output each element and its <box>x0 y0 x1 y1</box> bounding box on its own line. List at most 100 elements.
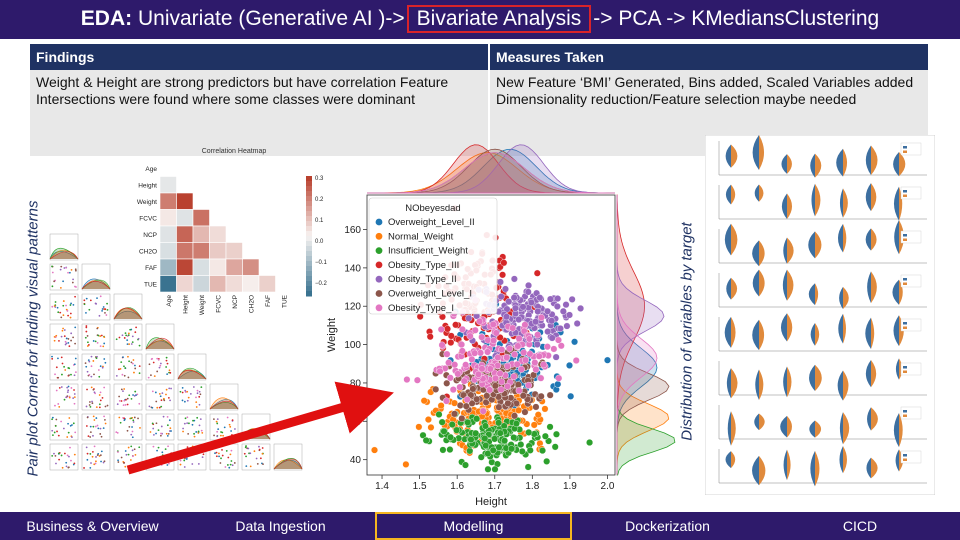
scatter-point <box>496 278 504 286</box>
scatter-point <box>515 316 523 324</box>
colorbar-segment <box>306 256 312 262</box>
nav-modelling[interactable]: Modelling <box>375 512 572 540</box>
pairplot-point <box>166 464 169 466</box>
pairplot-point <box>119 421 122 424</box>
violin-left <box>865 145 871 176</box>
pairplot-point <box>130 417 133 420</box>
pairplot-point <box>149 431 152 433</box>
pairplot-point <box>137 337 140 340</box>
pairplot-point <box>85 330 88 333</box>
pairplot-point <box>67 385 70 388</box>
violin-right <box>731 184 736 205</box>
scatter-point <box>437 402 445 410</box>
pairplot-point <box>127 376 130 379</box>
pairplot-point <box>58 458 61 461</box>
violin-left <box>895 449 899 472</box>
pairplot-point <box>104 422 107 425</box>
pairplot-point <box>104 418 106 421</box>
violin-left <box>752 240 759 267</box>
heatmap-cell <box>209 225 227 243</box>
nav-cicd[interactable]: CICD <box>842 518 878 534</box>
scatter-point <box>553 302 561 310</box>
pairplot-point <box>65 396 68 399</box>
pairplot-point <box>123 462 125 464</box>
pairplot-point <box>97 369 100 371</box>
pairplot-cell <box>49 383 79 411</box>
pairplot-point <box>165 366 168 368</box>
colorbar-segment <box>306 276 312 282</box>
violin-row <box>718 269 927 310</box>
scatter-point <box>456 401 464 409</box>
violin-left <box>725 451 731 469</box>
pairplot-point <box>118 368 120 371</box>
pairplot-point <box>131 426 133 428</box>
scatter-point <box>478 365 486 373</box>
scatter-point <box>448 421 456 429</box>
heatmap-cell <box>209 275 227 293</box>
pairplot-point <box>245 445 247 447</box>
pairplot-cell <box>81 293 111 321</box>
violin-right <box>731 451 736 469</box>
legend-marker <box>375 218 383 226</box>
pairplot-point <box>120 400 123 402</box>
pairplot-point <box>102 461 105 464</box>
pairplot-point <box>65 304 67 307</box>
pairplot-point <box>51 265 53 268</box>
pairplot-point <box>156 406 159 409</box>
nav-dockerization[interactable]: Dockerization <box>625 518 710 534</box>
scatter-point <box>552 353 560 361</box>
pairplot-point <box>136 393 139 396</box>
heatmap-row-label: Weight <box>137 199 157 206</box>
violin-left <box>810 450 815 487</box>
pairplot-point <box>99 427 102 430</box>
pairplot-point <box>131 436 134 439</box>
pairplot-cell <box>209 383 239 411</box>
pairplot-density <box>209 397 239 410</box>
pairplot-point <box>131 341 134 343</box>
pairplot-point <box>124 404 127 406</box>
pairplot-point <box>118 336 121 339</box>
scatter-point <box>473 415 481 423</box>
scatter-point <box>536 294 544 302</box>
heatmap-row-label: FAF <box>145 265 157 272</box>
pairplot-point <box>139 427 141 429</box>
scatter-point <box>546 423 554 431</box>
pairplot-cell <box>81 323 111 351</box>
pairplot-cell <box>113 413 143 441</box>
pairplot-point <box>170 387 172 390</box>
pairplot-point <box>243 452 246 455</box>
pairplot-point <box>90 375 93 378</box>
violin-left <box>865 228 871 251</box>
pairplot-point <box>98 314 101 317</box>
nav-data-ingestion[interactable]: Data Ingestion <box>235 518 326 534</box>
pairplot-point <box>99 454 102 457</box>
scatter-point <box>550 345 558 353</box>
violin-right <box>787 269 794 301</box>
pairplot-point <box>193 432 195 435</box>
pairplot-point <box>93 391 96 394</box>
pairplot-point <box>66 310 69 312</box>
pairplot-density <box>145 337 175 350</box>
violin-right <box>787 237 794 264</box>
top-density-curve <box>367 152 615 194</box>
pairplot-density <box>145 337 175 350</box>
violin-left <box>808 231 815 259</box>
pairplot-point <box>193 435 196 438</box>
colorbar-segment <box>306 211 312 217</box>
violin-right <box>731 368 738 399</box>
pairplot-point <box>183 459 186 462</box>
pairplot-point <box>86 458 89 461</box>
pairplot-cell <box>49 443 79 471</box>
pairplot-point <box>57 357 59 360</box>
pairplot-cell <box>49 323 79 351</box>
scatter-point <box>476 317 484 325</box>
pairplot-point <box>98 403 101 406</box>
pairplot-cell-frame <box>49 293 79 321</box>
nav-business-overview[interactable]: Business & Overview <box>26 518 159 534</box>
pairplot-point <box>95 460 97 463</box>
scatter-point <box>519 303 527 311</box>
scatter-point <box>554 380 562 388</box>
pairplot-point <box>128 394 131 397</box>
heatmap-row-label: CH2O <box>139 248 157 255</box>
pairplot-point <box>131 362 134 365</box>
